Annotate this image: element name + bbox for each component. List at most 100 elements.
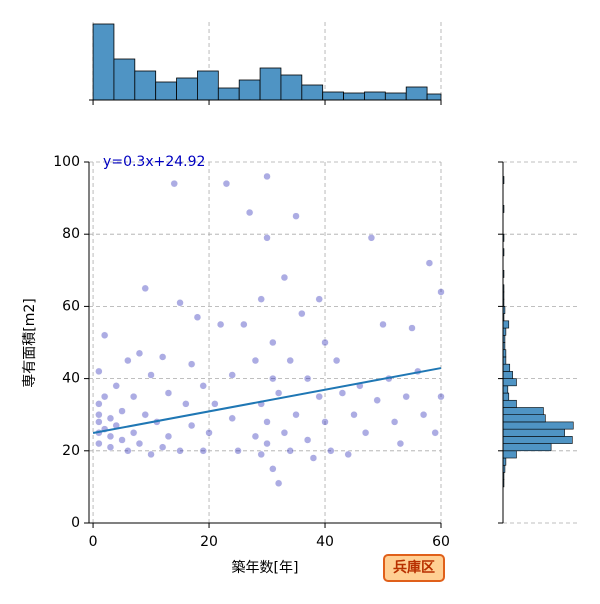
- scatter-point: [193, 313, 202, 321]
- scatter-point: [292, 212, 300, 220]
- histogram-bar: [92, 23, 115, 101]
- histogram-bar: [502, 436, 573, 444]
- histogram-bar: [502, 363, 511, 372]
- scatter-point: [135, 439, 144, 448]
- histogram-bar: [259, 67, 282, 101]
- scatter-point: [129, 429, 138, 437]
- scatter-point: [106, 443, 115, 451]
- scatter-point: [344, 450, 352, 459]
- scatter-point: [269, 338, 277, 347]
- scatter-point: [240, 320, 248, 329]
- scatter-point: [402, 392, 410, 401]
- histogram-bar: [502, 392, 510, 401]
- scatter-point: [118, 407, 126, 415]
- scatter-point: [211, 400, 219, 408]
- scatter-point: [419, 410, 428, 419]
- histogram-bar: [113, 58, 136, 101]
- scatter-point: [199, 447, 207, 455]
- scatter-point: [425, 259, 434, 267]
- scatter-point: [286, 356, 294, 365]
- scatter-point: [315, 295, 323, 303]
- scatter-point: [263, 418, 271, 426]
- x-tick-label: 20: [200, 534, 218, 550]
- x-tick-label: 60: [432, 534, 450, 550]
- scatter-point: [199, 382, 207, 390]
- scatter-point: [361, 429, 370, 437]
- scatter-point: [367, 234, 376, 242]
- scatter-point: [379, 320, 387, 329]
- histogram-bar: [134, 70, 157, 101]
- scatter-point: [141, 410, 150, 419]
- x-axis-label: 築年数[年]: [232, 560, 299, 576]
- scatter-point: [274, 479, 283, 488]
- scatter-point: [251, 356, 260, 365]
- scatter-point: [390, 418, 399, 426]
- histogram-bar: [280, 74, 303, 101]
- scatter-point: [303, 436, 312, 444]
- scatter-point: [321, 338, 329, 347]
- scatter-point: [332, 356, 341, 365]
- scatter-point: [118, 436, 126, 444]
- scatter-point: [222, 179, 231, 188]
- histogram-bar: [301, 84, 324, 101]
- scatter-point: [106, 414, 115, 423]
- histogram-bar: [502, 450, 517, 459]
- scatter-point: [251, 432, 260, 441]
- scatter-point: [187, 360, 196, 368]
- scatter-point: [100, 392, 109, 401]
- histogram-bar: [502, 371, 513, 379]
- scatter-point: [234, 447, 242, 455]
- scatter-point: [327, 447, 335, 455]
- scatter-point: [95, 400, 103, 408]
- scatter-point: [158, 443, 167, 451]
- histogram-bar: [502, 428, 565, 437]
- histogram-bar: [155, 81, 177, 101]
- scatter-point: [216, 320, 225, 329]
- scatter-point: [112, 382, 121, 390]
- histogram-bar: [405, 86, 428, 101]
- scatter-point: [95, 410, 103, 419]
- x-tick-label: 0: [89, 534, 98, 550]
- scatter-point: [280, 273, 289, 282]
- scatter-point: [124, 356, 132, 365]
- scatter-point: [170, 179, 178, 188]
- scatter-point: [95, 439, 103, 448]
- scatter-point: [321, 418, 329, 426]
- scatter-point: [437, 288, 445, 296]
- scatter-point: [263, 234, 271, 242]
- histogram-bar: [364, 91, 386, 101]
- scatter-point: [350, 410, 358, 419]
- scatter-point: [182, 400, 190, 408]
- scatter-point: [303, 374, 312, 383]
- scatter-point: [437, 392, 445, 401]
- scatter-point: [164, 432, 173, 441]
- scatter-point: [129, 392, 138, 401]
- scatter-point: [408, 324, 416, 332]
- scatter-point: [396, 439, 405, 448]
- histogram-bar: [343, 92, 365, 101]
- badge-label[interactable]: 兵庫区: [393, 559, 435, 576]
- scatter-point: [158, 353, 167, 361]
- scatter-point: [292, 410, 300, 419]
- scatter-point: [176, 447, 184, 455]
- scatter-point: [309, 454, 318, 462]
- histogram-bar: [176, 77, 198, 101]
- scatter-point: [431, 429, 439, 437]
- badge-button[interactable]: [383, 554, 445, 582]
- histogram-bar: [502, 320, 510, 329]
- scatter-point: [95, 367, 103, 376]
- scatter-point: [228, 371, 236, 379]
- scatter-point: [100, 331, 109, 340]
- annotation: y=0.3x+24.92: [103, 154, 205, 170]
- scatter-point: [106, 432, 115, 441]
- scatter-point: [124, 447, 132, 455]
- scatter-point: [298, 309, 306, 318]
- scatter-point: [95, 418, 103, 426]
- scatter-point: [257, 450, 265, 459]
- scatter-point: [147, 371, 155, 379]
- scatter-point: [274, 389, 283, 397]
- scatter-point: [245, 208, 254, 217]
- histogram-bar: [217, 87, 240, 101]
- scatter-point: [269, 465, 277, 473]
